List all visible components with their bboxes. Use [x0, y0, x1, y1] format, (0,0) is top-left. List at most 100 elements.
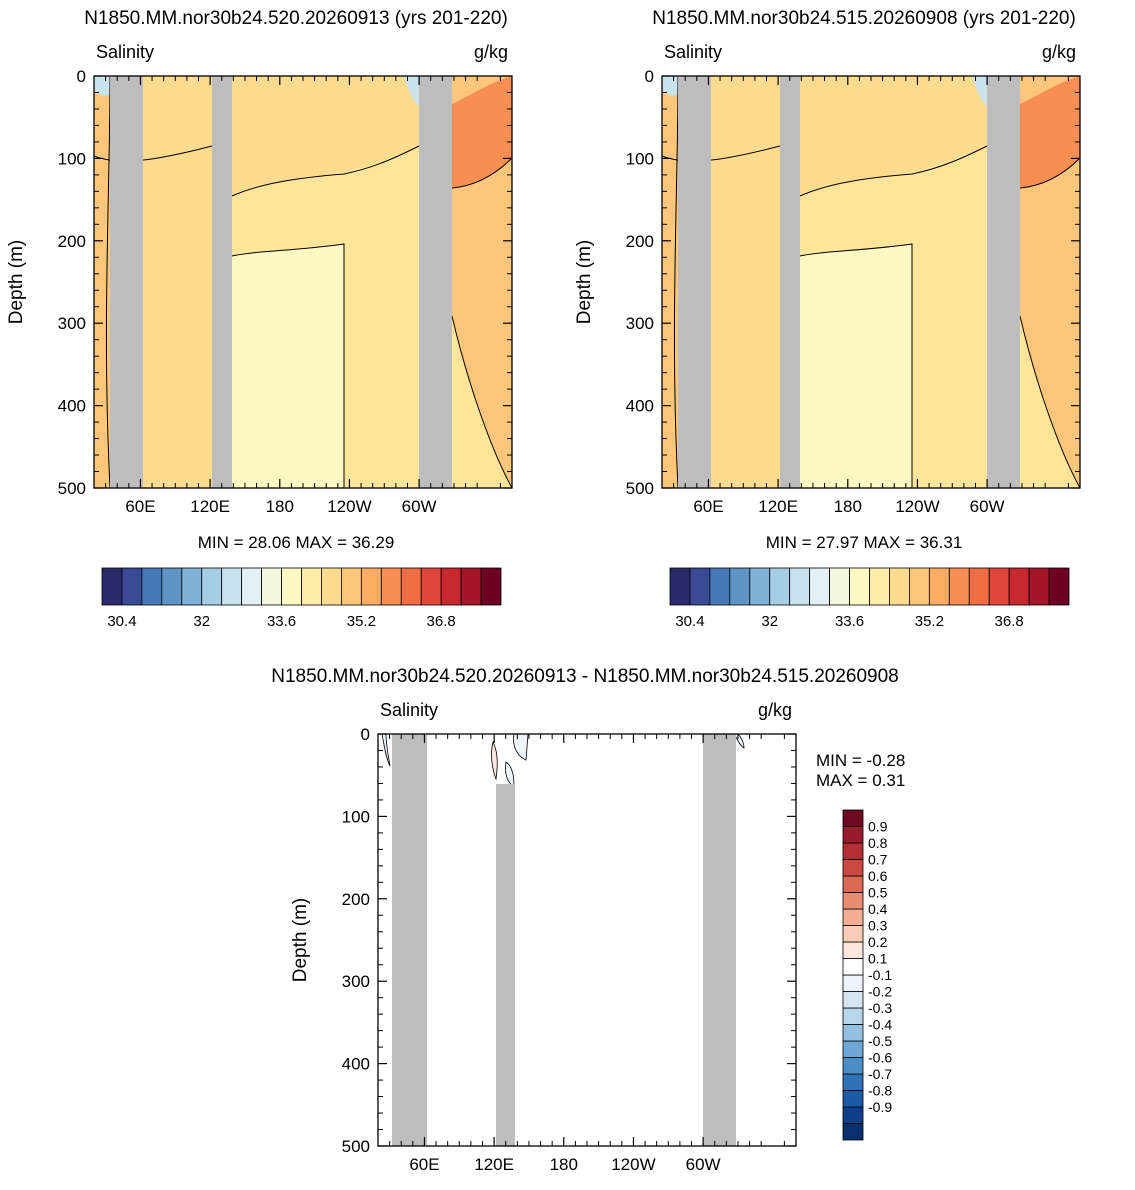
land-mask-americas	[987, 76, 1020, 488]
y-tick-label: 500	[58, 479, 86, 498]
x-tick-label: 120W	[327, 497, 371, 516]
contour-line-4	[451, 315, 512, 488]
colorbar-swatch	[842, 875, 864, 893]
panel-difference: N1850.MM.nor30b24.520.20260913 - N1850.M…	[271, 666, 905, 1174]
colorbar-tick-label: 32	[193, 613, 210, 630]
difference-contour-west	[381, 734, 391, 767]
colorbar-swatch	[829, 567, 850, 606]
y-tick-label: 400	[626, 397, 654, 416]
panel3-variable-label: Salinity	[380, 700, 438, 720]
colorbar-swatch	[460, 567, 482, 606]
x-tick-label: 180	[550, 1155, 578, 1174]
panel3-colorbar: 0.90.80.70.60.50.40.30.20.1-0.1-0.2-0.3-…	[842, 809, 892, 1141]
colorbar-tick-label: 0.4	[868, 901, 888, 917]
colorbar-swatch	[1028, 567, 1050, 606]
land-mask-americas	[703, 734, 736, 1146]
colorbar-tick-label: 0.6	[868, 868, 888, 884]
panel2-title: N1850.MM.nor30b24.515.20260908 (yrs 201-…	[652, 8, 1076, 29]
colorbar-tick-label: -0.5	[868, 1033, 892, 1049]
colorbar-swatch	[181, 567, 203, 606]
colorbar-tick-label: 35.2	[347, 613, 376, 630]
colorbar-tick-label: 36.8	[995, 613, 1024, 630]
colorbar-tick-label: 35.2	[915, 613, 944, 630]
contour-line-6	[105, 76, 111, 488]
x-tick-label: 60E	[409, 1155, 439, 1174]
contour-line-5	[451, 157, 512, 189]
contour-line-4	[1019, 315, 1080, 488]
salinity-field-pacific-shallow	[800, 76, 987, 196]
land-mask-africa	[392, 734, 427, 1146]
colorbar-swatch	[101, 567, 123, 606]
colorbar-swatch	[321, 567, 342, 606]
colorbar-swatch	[669, 567, 691, 606]
x-tick-label: 180	[266, 497, 294, 516]
colorbar-swatch	[842, 1106, 864, 1124]
panel1-stats: MIN = 28.06 MAX = 36.29	[198, 533, 395, 552]
x-tick-label: 60W	[402, 497, 437, 516]
panel3-ylabel: Depth (m)	[290, 898, 311, 982]
colorbar-swatch	[281, 567, 302, 606]
colorbar-swatch	[360, 567, 382, 606]
land-mask-maritime-continent	[212, 76, 232, 488]
y-tick-label: 300	[58, 314, 86, 333]
x-tick-label: 60W	[970, 497, 1005, 516]
x-tick-label: 60W	[686, 1155, 721, 1174]
colorbar-tick-label: 30.4	[675, 613, 704, 630]
colorbar-tick-label: -0.6	[868, 1050, 892, 1066]
colorbar-swatch	[1008, 567, 1030, 606]
panel2-axes: 0 100 200 300 400 500 60E 120E 180 120W 60W	[626, 67, 1080, 516]
colorbar-swatch	[380, 567, 402, 606]
colorbar-swatch	[842, 842, 864, 860]
panel2-colorbar: 30.4 32 33.6 35.2 36.8	[669, 567, 1070, 630]
colorbar-swatch	[988, 567, 1010, 606]
salinity-field-atlantic-max	[452, 76, 512, 188]
difference-contour-indonesia-2	[513, 734, 529, 761]
panel3-units-label: g/kg	[758, 700, 792, 720]
salinity-field-indian-ocean	[711, 76, 780, 488]
x-tick-label: 120E	[474, 1155, 514, 1174]
colorbar-swatch	[909, 567, 930, 606]
colorbar-tick-label: 32	[761, 613, 778, 630]
colorbar-swatch	[480, 567, 502, 606]
y-tick-label: 400	[58, 397, 86, 416]
colorbar-tick-label: 36.8	[427, 613, 456, 630]
panel1-title: N1850.MM.nor30b24.520.20260913 (yrs 201-…	[84, 8, 508, 29]
colorbar-swatch	[842, 925, 864, 943]
x-tick-label: 60E	[125, 497, 155, 516]
y-tick-label: 500	[626, 479, 654, 498]
colorbar-swatch	[749, 567, 771, 606]
colorbar-swatch	[400, 567, 422, 606]
x-tick-label: 120W	[611, 1155, 655, 1174]
colorbar-swatch	[729, 567, 751, 606]
colorbar-swatch	[842, 974, 864, 992]
colorbar-swatch	[1048, 567, 1070, 606]
panel3-title: N1850.MM.nor30b24.520.20260913 - N1850.M…	[271, 666, 898, 687]
colorbar-swatch	[842, 1024, 864, 1042]
y-tick-label: 300	[342, 972, 370, 991]
colorbar-swatch	[928, 567, 950, 606]
colorbar-swatch	[121, 567, 143, 606]
colorbar-swatch	[769, 567, 791, 606]
land-mask-africa	[678, 76, 711, 488]
colorbar-tick-label: -0.8	[868, 1083, 892, 1099]
salinity-field-pacific-low	[232, 244, 344, 488]
colorbar-swatch	[849, 567, 870, 606]
contour-line-3	[799, 243, 913, 488]
x-tick-label: 60E	[693, 497, 723, 516]
colorbar-swatch	[842, 859, 864, 877]
colorbar-swatch	[842, 809, 864, 827]
colorbar-swatch	[968, 567, 990, 606]
land-mask-africa	[110, 76, 143, 488]
panel1-units-label: g/kg	[474, 42, 508, 62]
colorbar-swatch	[161, 567, 183, 606]
salinity-field-fresh-east	[404, 76, 419, 106]
colorbar-tick-label: 0.1	[868, 951, 888, 967]
panel1-ylabel: Depth (m)	[6, 240, 27, 324]
y-tick-label: 200	[58, 232, 86, 251]
salinity-field-pacific-shallow	[232, 76, 419, 196]
x-tick-label: 180	[834, 497, 862, 516]
y-tick-label: 400	[342, 1055, 370, 1074]
colorbar-swatch	[842, 892, 864, 910]
colorbar-swatch	[869, 567, 890, 606]
